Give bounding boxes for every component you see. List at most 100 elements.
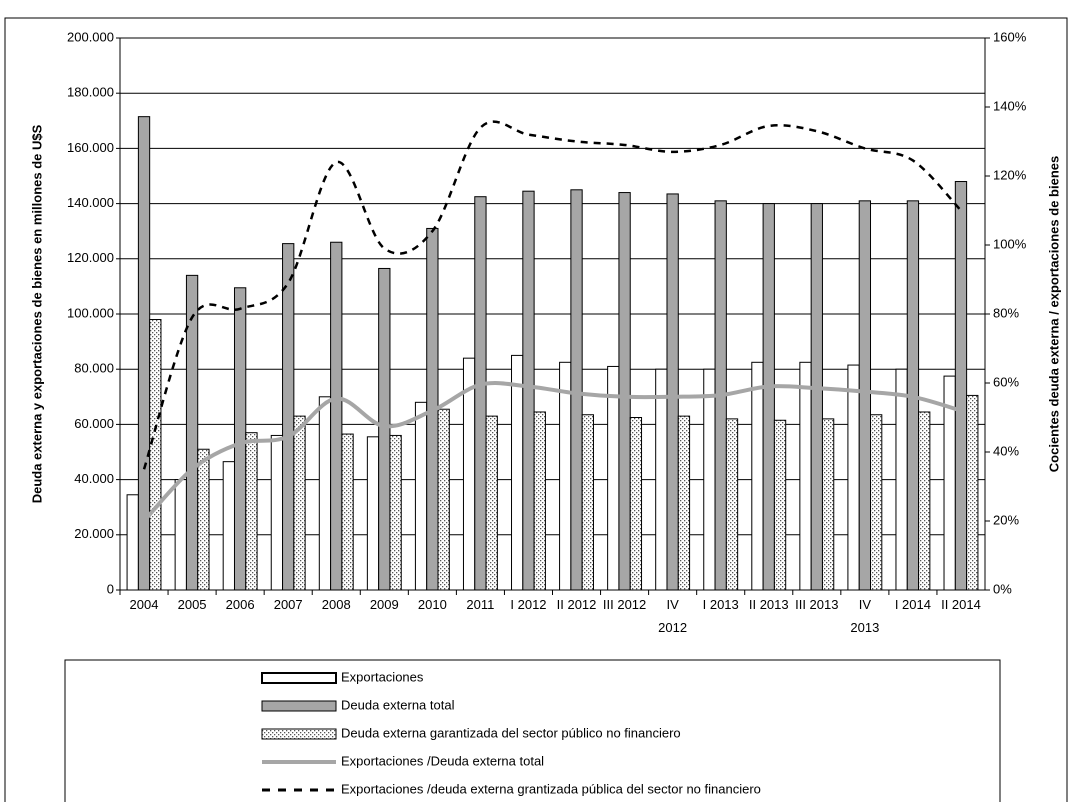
bar [966, 394, 979, 591]
bar [559, 361, 572, 591]
bar [570, 189, 583, 591]
y-tick-label: 80.000 [74, 361, 114, 376]
bar [799, 361, 812, 591]
x-tick-label: 2006 [225, 597, 255, 612]
bar [810, 203, 823, 591]
chart-border [4, 17, 1068, 802]
bar [485, 415, 498, 591]
bar [703, 368, 716, 591]
x-tick-label: I 2014 [894, 597, 931, 612]
bar [751, 361, 764, 591]
bar [655, 368, 668, 591]
x-tick-label: II 2012 [556, 597, 597, 612]
bar [149, 319, 162, 591]
bar [222, 461, 235, 591]
bar [918, 411, 931, 591]
y2-tick-label: 140% [993, 98, 1027, 113]
x-tick-label: I 2013 [702, 597, 739, 612]
legend-swatch [261, 672, 337, 684]
legend-label: Exportaciones /Deuda externa total [341, 753, 544, 768]
x-tick-label: 2005 [177, 597, 207, 612]
bar [847, 364, 860, 591]
bar [330, 241, 343, 591]
x-tick-label: II 2014 [941, 597, 981, 612]
bar [522, 190, 535, 591]
bar [185, 274, 199, 591]
x-tick-label: III 2013 [795, 597, 839, 612]
y2-tick-label: 80% [993, 305, 1019, 320]
bar [618, 192, 631, 591]
y-tick-label: 200.000 [67, 29, 114, 44]
bar [607, 365, 620, 591]
bar [378, 267, 391, 591]
bar [581, 414, 594, 591]
bar [858, 200, 872, 591]
bar [773, 419, 787, 591]
x-tick-label: III 2012 [602, 597, 647, 612]
y-tick-label: 20.000 [74, 526, 114, 541]
bar [197, 448, 210, 591]
bar [270, 434, 284, 591]
legend-label: Deuda externa garantizada del sector púb… [341, 725, 681, 740]
legend-label: Deuda externa total [341, 697, 455, 712]
bar [821, 418, 835, 591]
bar [725, 418, 739, 591]
bar [762, 203, 775, 591]
bar [677, 415, 691, 591]
legend-box [64, 659, 1001, 802]
x-tick-label: 2010 [417, 597, 447, 612]
bar [233, 287, 247, 591]
bar [870, 414, 883, 591]
y2-axis-title: Cocientes deuda externa / exportaciones … [1046, 156, 1061, 472]
y-tick-label: 100.000 [67, 305, 114, 320]
legend-swatch [261, 728, 337, 740]
line-series [142, 120, 962, 470]
legend-label: Exportaciones [341, 669, 424, 684]
bar [318, 396, 332, 591]
bar [474, 196, 487, 591]
y2-tick-label: 40% [993, 443, 1019, 458]
y-tick-label: 60.000 [74, 416, 114, 431]
bar [126, 494, 139, 591]
y-tick-label: 140.000 [67, 195, 114, 210]
y-tick-label: 180.000 [67, 85, 114, 100]
y-axis-title: Deuda externa y exportaciones de bienes … [29, 124, 44, 503]
bar [293, 415, 306, 591]
legend-label: Exportaciones /deuda externa grantizada … [341, 781, 761, 796]
y2-tick-label: 20% [993, 512, 1019, 527]
bar [895, 368, 908, 591]
bar [666, 193, 679, 591]
bar [437, 408, 450, 591]
x-tick-label: IV 2012 [658, 597, 688, 635]
bar [389, 434, 402, 591]
legend-swatch [261, 700, 337, 712]
bar [629, 417, 643, 591]
y-tick-label: 160.000 [67, 140, 114, 155]
x-tick-label: 2007 [273, 597, 303, 612]
y-tick-label: 0 [107, 581, 114, 596]
bar [282, 243, 295, 591]
y-tick-label: 120.000 [67, 250, 114, 265]
x-tick-label: 2009 [369, 597, 399, 612]
y-tick-label: 40.000 [74, 471, 114, 486]
x-tick-label: 2004 [129, 597, 159, 612]
y2-tick-label: 160% [993, 29, 1027, 44]
y2-tick-label: 0% [993, 581, 1012, 596]
bar [511, 354, 524, 591]
x-tick-label: 2008 [321, 597, 351, 612]
bar [533, 411, 546, 591]
y2-tick-label: 60% [993, 374, 1019, 389]
x-tick-label: 2011 [466, 597, 495, 612]
y2-tick-label: 120% [993, 167, 1027, 182]
bar [954, 181, 968, 591]
bar [245, 432, 258, 591]
x-tick-label: I 2012 [510, 597, 547, 612]
bar [341, 433, 354, 591]
x-tick-label: IV 2013 [850, 597, 880, 635]
x-tick-label: II 2013 [748, 597, 789, 612]
bar [174, 479, 187, 591]
line-series [142, 381, 962, 523]
bar [414, 401, 428, 591]
